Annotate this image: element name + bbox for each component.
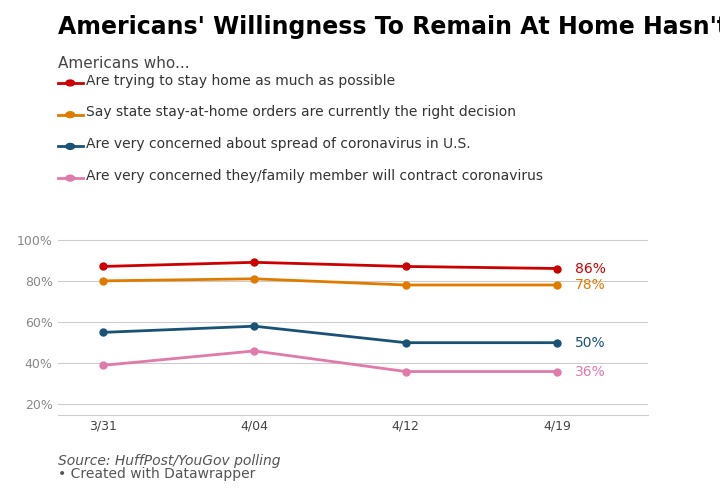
Text: 86%: 86% — [575, 262, 606, 276]
Text: Are very concerned they/family member will contract coronavirus: Are very concerned they/family member wi… — [86, 169, 544, 183]
Text: 36%: 36% — [575, 365, 606, 379]
Text: Americans' Willingness To Remain At Home Hasn't Faded: Americans' Willingness To Remain At Home… — [58, 15, 720, 39]
Text: Americans who...: Americans who... — [58, 56, 189, 71]
Text: Are trying to stay home as much as possible: Are trying to stay home as much as possi… — [86, 74, 395, 87]
Text: Are very concerned about spread of coronavirus in U.S.: Are very concerned about spread of coron… — [86, 137, 471, 151]
Text: 50%: 50% — [575, 336, 606, 350]
Text: Say state stay-at-home orders are currently the right decision: Say state stay-at-home orders are curren… — [86, 105, 516, 119]
Text: • Created with Datawrapper: • Created with Datawrapper — [58, 467, 255, 481]
Text: Source: HuffPost/YouGov polling: Source: HuffPost/YouGov polling — [58, 454, 280, 468]
Text: 78%: 78% — [575, 278, 606, 292]
